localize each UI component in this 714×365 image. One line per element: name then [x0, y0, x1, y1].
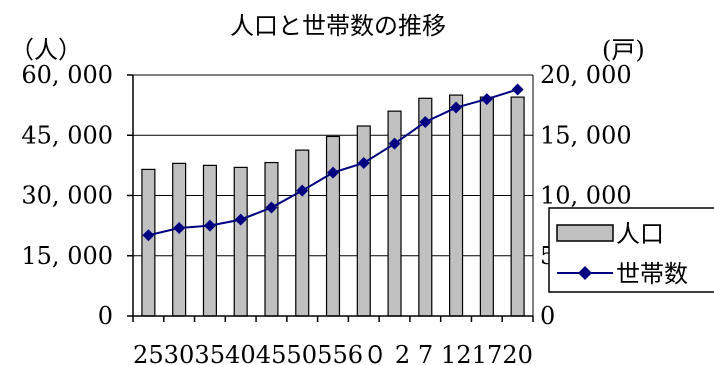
population-bar — [172, 162, 187, 317]
right-axis-unit: (戸) — [602, 36, 645, 64]
household-point — [357, 156, 370, 169]
household-point — [327, 166, 339, 179]
left-tick-label: 15, 000 — [21, 242, 113, 270]
household-line — [142, 83, 524, 242]
household-point — [450, 101, 463, 114]
population-bar — [449, 94, 464, 317]
population-bars — [141, 94, 525, 317]
household-point — [265, 201, 278, 214]
legend: 人口 世帯数 — [548, 207, 714, 293]
left-tick-label: 0 — [98, 302, 113, 330]
population-bar — [141, 168, 156, 317]
legend-box — [548, 207, 714, 293]
household-point — [419, 115, 432, 128]
population-bar — [418, 97, 433, 317]
population-bar — [264, 161, 279, 317]
household-point — [480, 93, 493, 106]
household-point — [388, 137, 401, 150]
household-point — [511, 83, 524, 96]
legend-label-household: 世帯数 — [616, 260, 688, 288]
left-axis-unit: （人） — [10, 36, 82, 64]
population-bar — [356, 125, 371, 317]
household-point — [234, 213, 247, 226]
right-tick-label: 20, 000 — [540, 61, 632, 89]
legend-label-population: 人口 — [616, 220, 664, 248]
population-bar — [479, 96, 494, 317]
household-point — [173, 222, 186, 235]
population-bar — [202, 164, 217, 317]
household-point — [203, 219, 216, 232]
chart-title: 人口と世帯数の推移 — [230, 12, 446, 40]
right-tick-label: 15, 000 — [540, 121, 632, 149]
population-bar — [510, 96, 525, 317]
right-tick-label: 0 — [540, 302, 555, 330]
legend-swatch-population — [556, 224, 614, 242]
left-tick-label: 30, 000 — [21, 182, 113, 210]
household-point — [296, 184, 309, 197]
population-bar — [295, 149, 310, 317]
left-tick-label: 45, 000 — [21, 121, 113, 149]
legend-marker-household — [578, 266, 592, 280]
population-bar — [325, 135, 341, 317]
right-tick-label: 10, 000 — [540, 182, 632, 210]
axes — [127, 74, 534, 322]
left-axis-ticks: 60, 000 45, 000 30, 000 15, 000 0 — [21, 61, 113, 330]
population-bar — [233, 166, 248, 317]
household-point — [142, 229, 155, 242]
left-tick-label: 60, 000 — [21, 61, 113, 89]
x-axis-labels: 253035404550556０ 2 7 121720 — [133, 341, 533, 365]
